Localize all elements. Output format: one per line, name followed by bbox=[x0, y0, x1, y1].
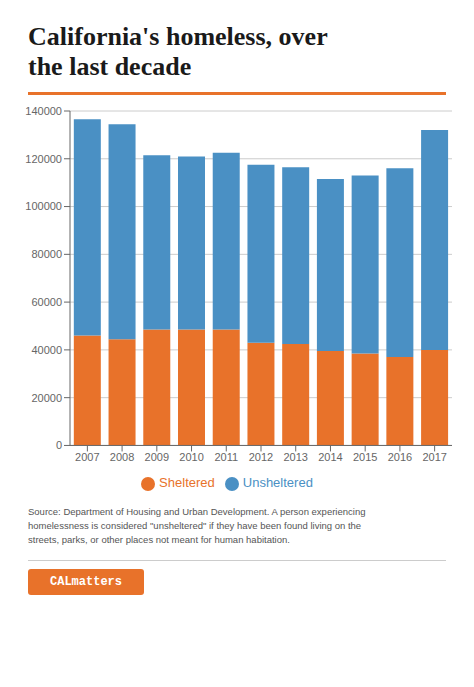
svg-text:2007: 2007 bbox=[75, 451, 99, 463]
svg-text:2010: 2010 bbox=[179, 451, 203, 463]
svg-text:60000: 60000 bbox=[31, 296, 62, 308]
svg-text:40000: 40000 bbox=[31, 344, 62, 356]
svg-text:2014: 2014 bbox=[318, 451, 342, 463]
html-text:California's homeless, over th: California's homeless, over the last dec… bbox=[28, 22, 328, 81]
svg-text:80000: 80000 bbox=[31, 248, 62, 260]
svg-text:2012: 2012 bbox=[249, 451, 273, 463]
svg-text:140000: 140000 bbox=[25, 105, 62, 117]
svg-text:20000: 20000 bbox=[31, 391, 62, 403]
svg-text:2011: 2011 bbox=[214, 451, 238, 463]
svg-text:2016: 2016 bbox=[388, 451, 412, 463]
svg-text:2015: 2015 bbox=[353, 451, 377, 463]
svg-text:2008: 2008 bbox=[110, 451, 134, 463]
html-text:Source: Department of Housing: Source: Department of Housing and Urban … bbox=[28, 505, 366, 546]
svg-text:0: 0 bbox=[56, 439, 62, 451]
svg-text:120000: 120000 bbox=[25, 152, 62, 164]
svg-text:2009: 2009 bbox=[145, 451, 169, 463]
svg-text:100000: 100000 bbox=[25, 200, 62, 212]
html-text:CALmatters: CALmatters bbox=[50, 574, 122, 589]
svg-text:2013: 2013 bbox=[283, 451, 307, 463]
svg-text:2017: 2017 bbox=[422, 451, 446, 463]
html-text:Sheltered: Sheltered bbox=[159, 475, 215, 491]
html-text:Unsheltered: Unsheltered bbox=[242, 475, 313, 491]
